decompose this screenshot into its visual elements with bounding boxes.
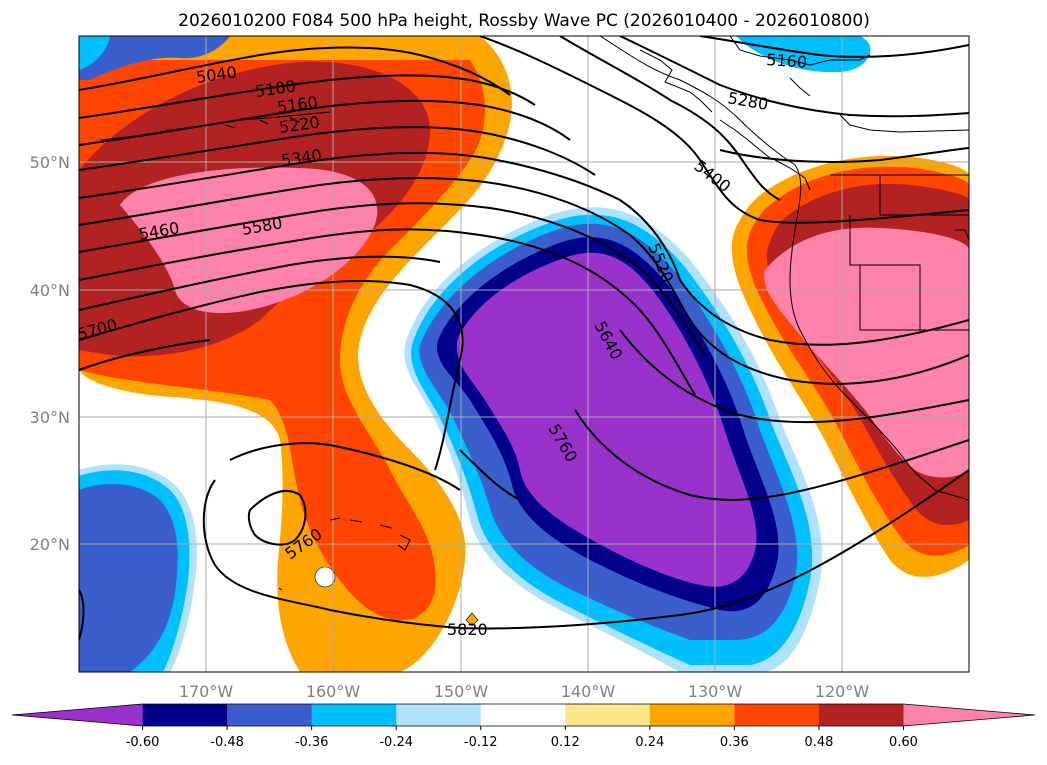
colorbar-tick-label: 0.60: [889, 735, 918, 750]
colorbar-tick-label: -0.36: [295, 735, 329, 750]
lon-tick-label: 140°W: [561, 682, 616, 701]
colorbar-swatch: [649, 704, 735, 726]
colorbar-swatch: [565, 704, 651, 726]
colorbar-swatch: [818, 704, 904, 726]
colorbar-tick-label: -0.60: [126, 735, 160, 750]
colorbar-tick-label: 0.24: [635, 735, 664, 750]
contour-label: 5160: [766, 50, 808, 72]
shaded-fields: 5040 5100 5160 5220 5340 5460 5580 5700 …: [79, 36, 969, 672]
map-title: 2026010200 F084 500 hPa height, Rossby W…: [178, 11, 870, 31]
colorbar-tick-label: 0.36: [720, 735, 749, 750]
colorbar-swatch: [480, 704, 566, 726]
colorbar-swatch: [227, 704, 313, 726]
positive-anomaly-north-pacific-small: [79, 36, 230, 80]
lat-tick-label: 30°N: [30, 408, 70, 427]
colorbar-swatch: [903, 704, 1035, 726]
colorbar-tick-label: 0.48: [804, 735, 833, 750]
latitude-ticks: 50°N 40°N 30°N 20°N: [30, 153, 70, 554]
lon-tick-label: 120°W: [815, 682, 870, 701]
height-contours: [79, 36, 969, 641]
lon-tick-label: 150°W: [434, 682, 489, 701]
map-frame: [78, 35, 970, 673]
colorbar-swatch: [142, 704, 228, 726]
colorbar-swatch: [396, 704, 482, 726]
colorbar-tick-label: -0.48: [210, 735, 244, 750]
map-panel: 5040 5100 5160 5220 5340 5460 5580 5700 …: [78, 35, 970, 673]
colorbar-swatch: [311, 704, 397, 726]
colorbar-swatch: [12, 704, 143, 726]
lon-tick-label: 160°W: [306, 682, 361, 701]
lon-tick-label: 130°W: [688, 682, 743, 701]
contour-label: 5820: [447, 620, 488, 639]
lon-tick-label: 170°W: [179, 682, 234, 701]
colorbar-tick-label: -0.24: [379, 735, 413, 750]
lat-tick-label: 50°N: [30, 153, 70, 172]
colorbar-swatch: [734, 704, 820, 726]
positive-anomaly-north-pacific-peak: [120, 167, 378, 314]
colorbar-tick-label: -0.12: [464, 735, 498, 750]
negative-anomaly-east-pacific-core: [456, 252, 757, 587]
lat-tick-label: 20°N: [30, 535, 70, 554]
longitude-ticks: 170°W 160°W 150°W 140°W 130°W 120°W: [179, 682, 870, 701]
colorbar: -0.60 -0.48 -0.36 -0.24 -0.12 0.12 0.24 0.36 0.4…: [11, 703, 1036, 750]
graticule: [79, 36, 969, 672]
lat-tick-label: 40°N: [30, 281, 70, 300]
colorbar-tick-label: 0.12: [551, 735, 580, 750]
